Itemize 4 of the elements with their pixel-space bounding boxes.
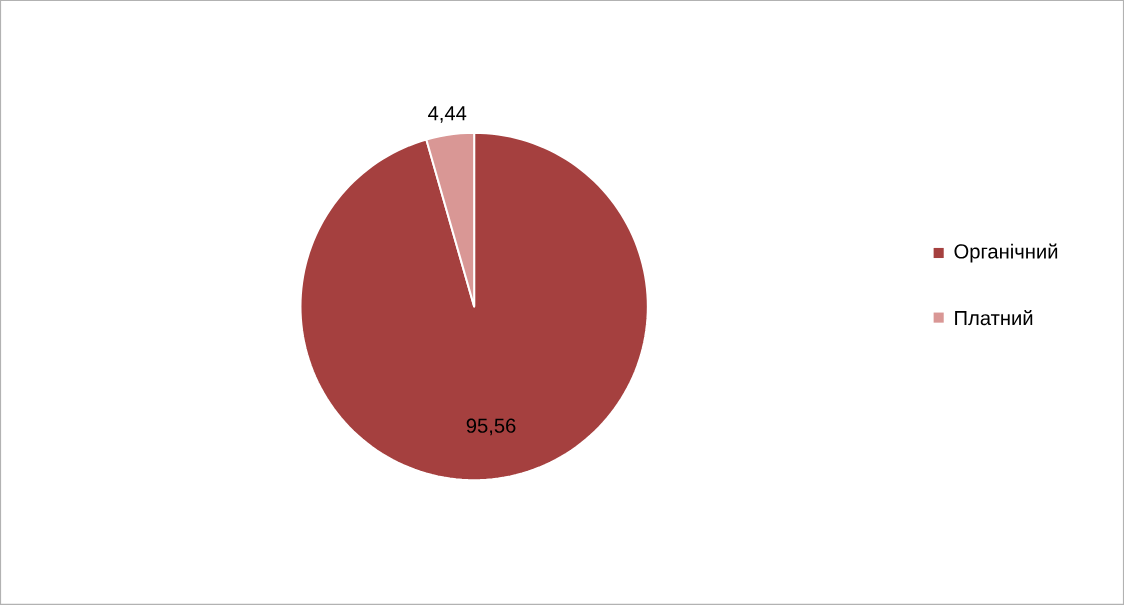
data-label: 4,44 (428, 106, 467, 123)
data-label: 95,56 (466, 418, 516, 436)
legend-label: Органічний (954, 243, 1058, 263)
legend-label: Платний (955, 310, 1033, 326)
